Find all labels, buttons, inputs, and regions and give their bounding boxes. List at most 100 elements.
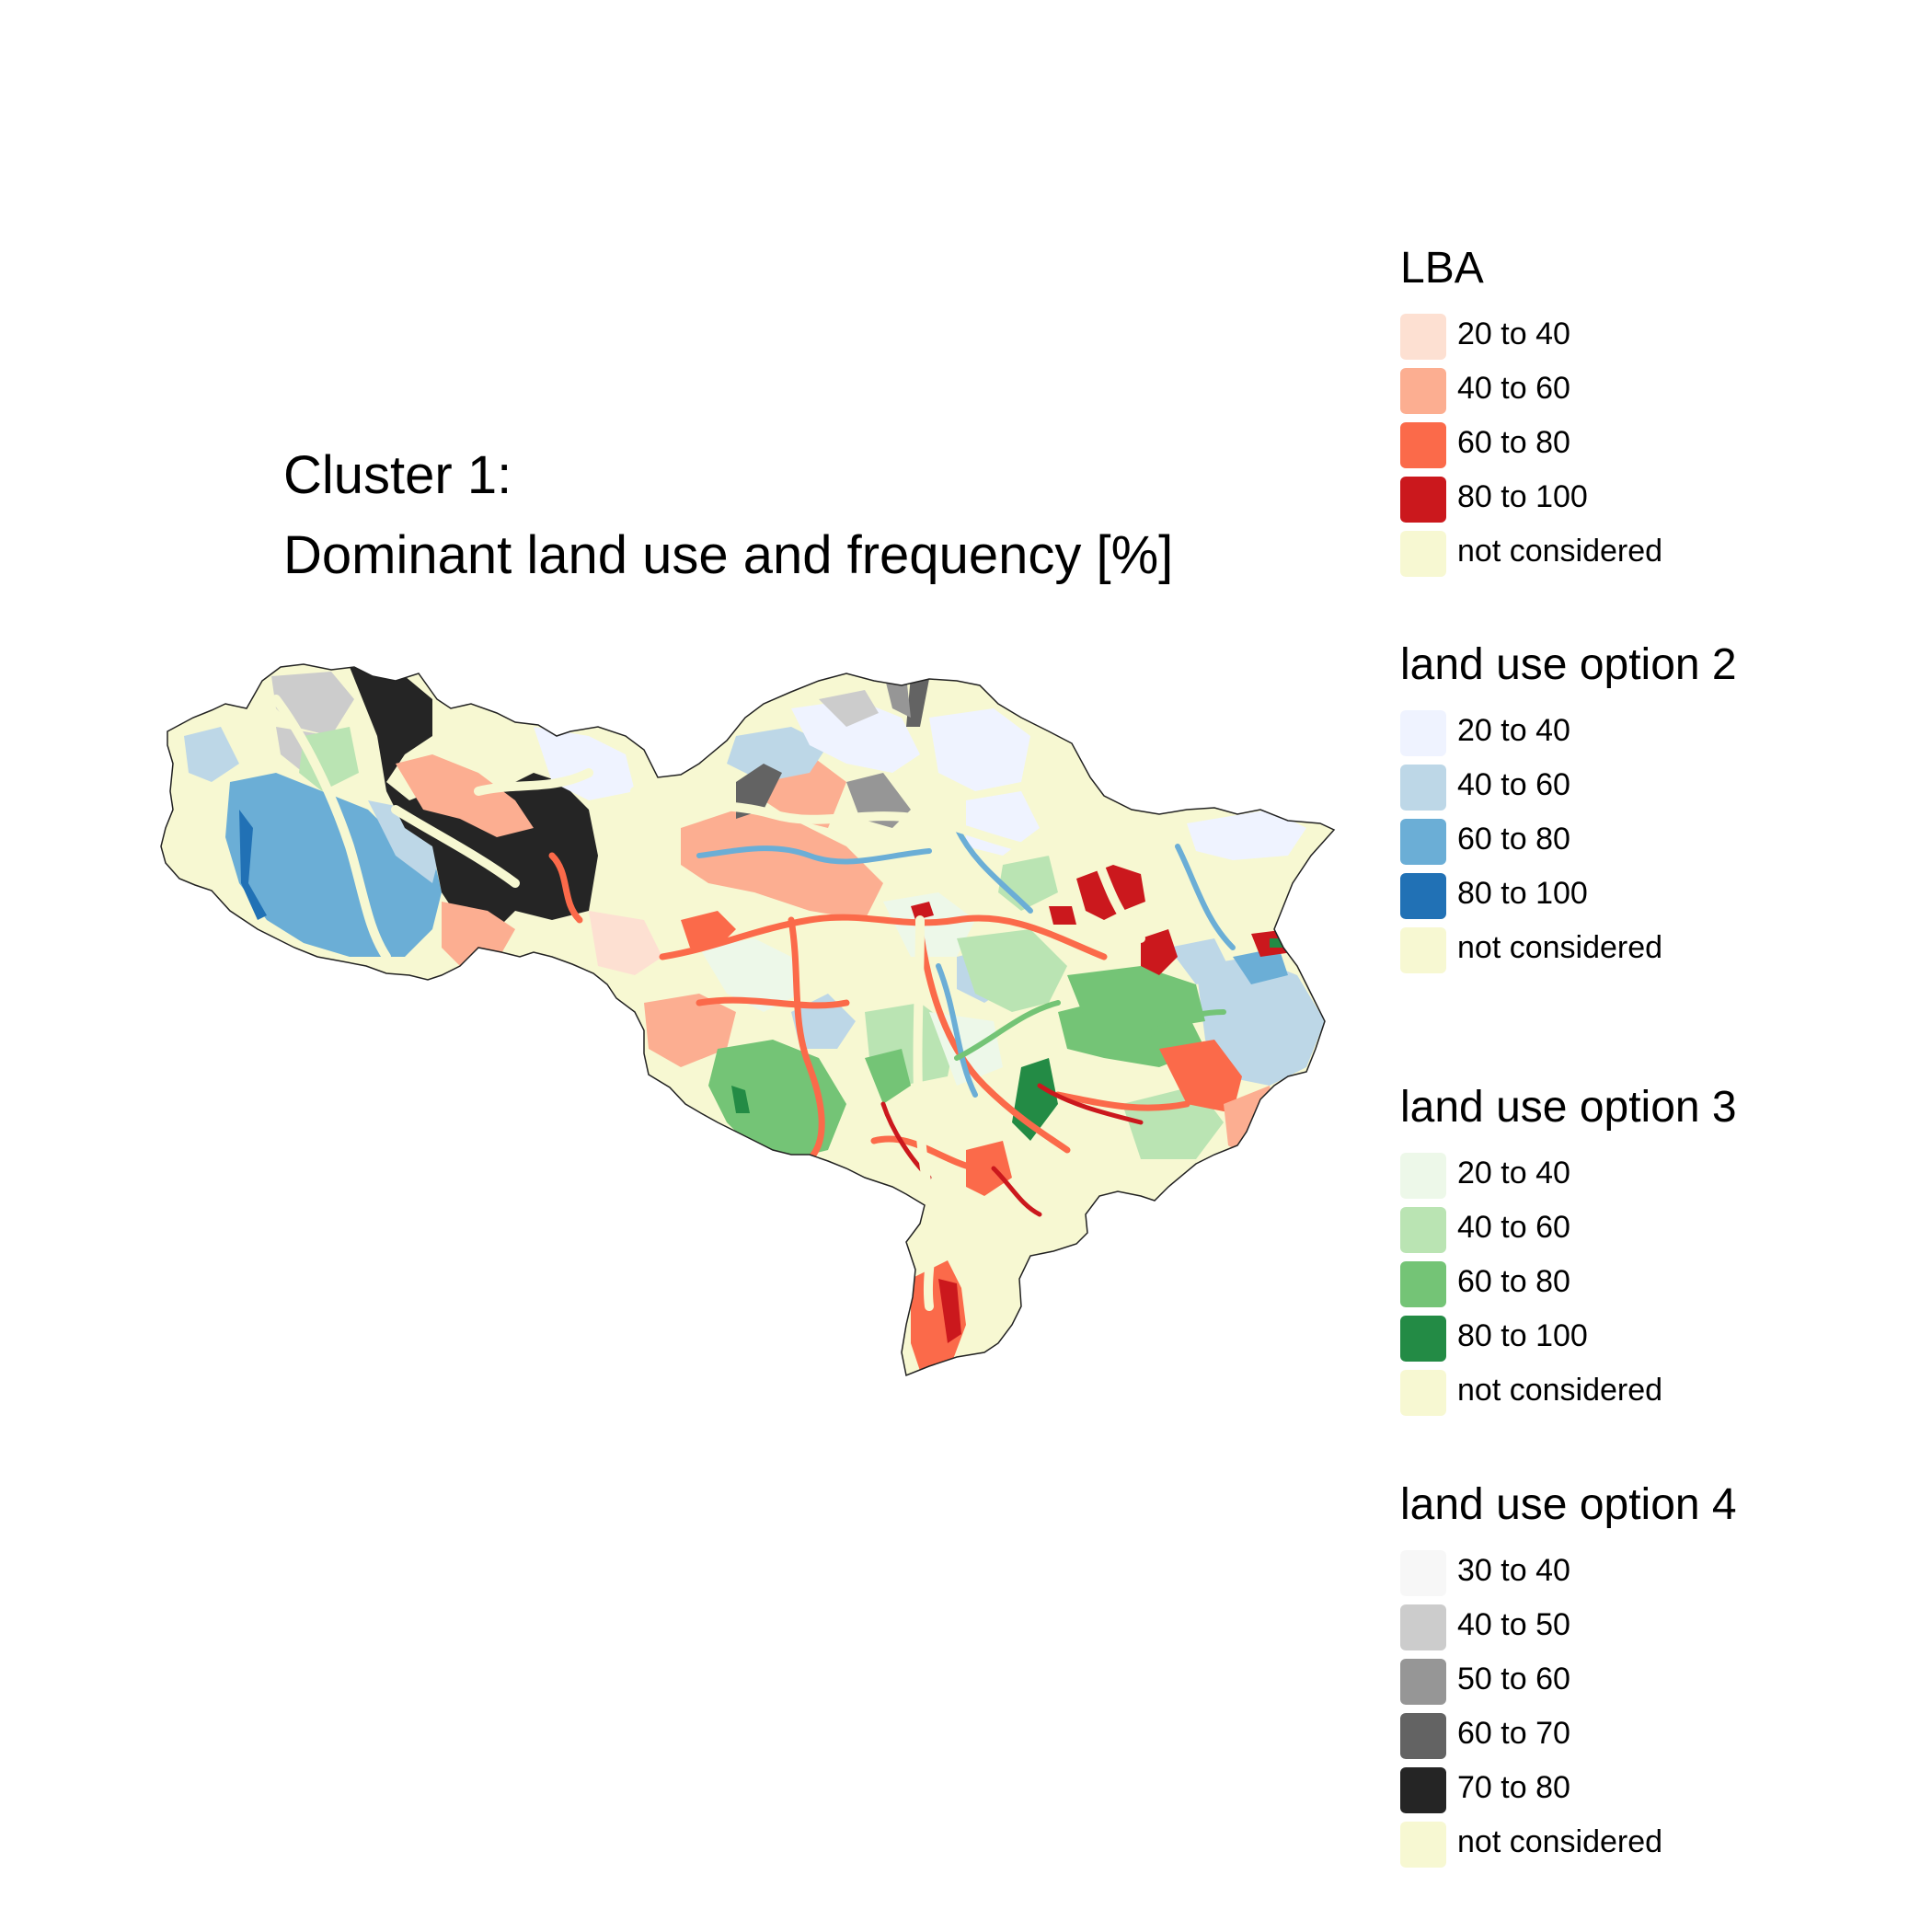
catchment-boundary bbox=[160, 663, 1336, 1377]
legend-swatch bbox=[1400, 765, 1446, 811]
legend-item: not considered bbox=[1400, 925, 1915, 979]
legend-item: not considered bbox=[1400, 1367, 1915, 1421]
legend-item: 40 to 60 bbox=[1400, 1204, 1915, 1259]
legend-title: land use option 3 bbox=[1400, 1083, 1737, 1132]
legend-item: 20 to 40 bbox=[1400, 311, 1915, 365]
legend-option-3: land use option 3 20 to 40 40 to 60 60 t… bbox=[1400, 1086, 1915, 1421]
map-title-line-1: Cluster 1: bbox=[283, 445, 512, 505]
patch-option3-40-60-west bbox=[299, 727, 359, 791]
land-use-map bbox=[160, 663, 1336, 1377]
legend-swatch bbox=[1400, 1153, 1446, 1199]
legend-title: land use option 4 bbox=[1400, 1480, 1737, 1529]
legend-label: 50 to 60 bbox=[1457, 1662, 1570, 1696]
patch-option3-40-60-central bbox=[957, 929, 1067, 1012]
patch-lba-40-60-south-west bbox=[644, 994, 736, 1067]
legend-swatch bbox=[1400, 1261, 1446, 1307]
legend-item: 20 to 40 bbox=[1400, 707, 1915, 762]
patch-option4-40-50-central bbox=[819, 690, 879, 727]
map-title-line-2: Dominant land use and frequency [%] bbox=[283, 525, 1174, 585]
patch-lba-80-100-east3 bbox=[1141, 929, 1178, 975]
legend-label: 30 to 40 bbox=[1457, 1553, 1570, 1588]
legend-label: not considered bbox=[1457, 1824, 1663, 1859]
legend-label: 60 to 70 bbox=[1457, 1716, 1570, 1751]
stream-network-blue bbox=[696, 825, 1236, 1098]
legend-item: 20 to 40 bbox=[1400, 1150, 1915, 1204]
legend-swatch bbox=[1400, 710, 1446, 756]
stream-network-green bbox=[954, 1000, 1226, 1061]
legend-swatch bbox=[1400, 368, 1446, 414]
patch-option2-60-80-east bbox=[1233, 948, 1288, 984]
legend-swatch bbox=[1400, 531, 1446, 577]
legend-label: 40 to 50 bbox=[1457, 1607, 1570, 1642]
patch-option3-60-80-south3 bbox=[865, 1049, 911, 1104]
legend-item: 40 to 60 bbox=[1400, 762, 1915, 816]
patch-lba-80-100-east2 bbox=[1049, 906, 1076, 925]
legend-swatch bbox=[1400, 927, 1446, 973]
legend-swatch bbox=[1400, 1316, 1446, 1362]
patch-option2-60-80-west bbox=[225, 773, 442, 957]
legend-item: 60 to 70 bbox=[1400, 1710, 1915, 1765]
legend-option-4: land use option 4 30 to 40 40 to 50 50 t… bbox=[1400, 1483, 1915, 1873]
patch-lba-60-80-south-central bbox=[966, 1141, 1012, 1196]
legend-label: 40 to 60 bbox=[1457, 371, 1570, 406]
patch-option2-80-100-west bbox=[239, 810, 267, 920]
patch-lba-60-80-central bbox=[681, 911, 736, 948]
legend-label: 80 to 100 bbox=[1457, 479, 1588, 514]
legend-item: 60 to 80 bbox=[1400, 420, 1915, 474]
patch-option2-20-40-east-north bbox=[929, 708, 1030, 791]
legend-label: not considered bbox=[1457, 534, 1663, 569]
legend-label: 70 to 80 bbox=[1457, 1770, 1570, 1805]
legend-item: 50 to 60 bbox=[1400, 1656, 1915, 1710]
patch-option4-60-70-central2 bbox=[906, 676, 929, 727]
legend-swatch bbox=[1400, 422, 1446, 468]
legend-swatch bbox=[1400, 477, 1446, 523]
patch-lba-40-60-west bbox=[396, 754, 534, 837]
legend-swatch bbox=[1400, 1550, 1446, 1596]
patch-option2-40-60-east2 bbox=[1168, 938, 1233, 984]
legend-label: 20 to 40 bbox=[1457, 1156, 1570, 1190]
legend-label: 80 to 100 bbox=[1457, 1318, 1588, 1353]
stream-network-red bbox=[548, 852, 1190, 1172]
patch-lba-20-40-west bbox=[589, 911, 662, 975]
legend-option-2: land use option 2 20 to 40 40 to 60 60 t… bbox=[1400, 643, 1915, 979]
patch-option3-80-100-south2 bbox=[731, 1086, 750, 1113]
patch-option2-40-60-west bbox=[368, 800, 442, 883]
patch-option2-20-40-central bbox=[791, 699, 920, 773]
legend-item: 60 to 80 bbox=[1400, 1259, 1915, 1313]
patch-option3-20-40-central bbox=[699, 938, 800, 1012]
legend-item: 60 to 80 bbox=[1400, 816, 1915, 870]
legend-item: 70 to 80 bbox=[1400, 1765, 1915, 1819]
legend-label: 60 to 80 bbox=[1457, 1264, 1570, 1299]
patch-option2-40-60-west2 bbox=[184, 727, 239, 782]
patch-option2-20-40-east bbox=[1187, 810, 1306, 860]
patch-option3-60-80-east bbox=[1067, 966, 1205, 1030]
patch-option2-40-60-east bbox=[1196, 957, 1325, 1086]
legend-label: not considered bbox=[1457, 930, 1663, 965]
legend-swatch bbox=[1400, 1767, 1446, 1813]
legend-title: LBA bbox=[1400, 244, 1484, 293]
legend-label: 20 to 40 bbox=[1457, 316, 1570, 351]
legend-swatch bbox=[1400, 1659, 1446, 1705]
legend-item: 40 to 50 bbox=[1400, 1602, 1915, 1656]
legend-item: 40 to 60 bbox=[1400, 365, 1915, 420]
legend-swatch bbox=[1400, 1370, 1446, 1416]
patch-lba-80-100-central bbox=[911, 902, 934, 920]
legend-swatch bbox=[1400, 873, 1446, 919]
legend-swatch bbox=[1400, 1604, 1446, 1650]
legend-item: not considered bbox=[1400, 528, 1915, 582]
legend-swatch bbox=[1400, 1713, 1446, 1759]
patch-lba-60-80-east bbox=[1159, 1040, 1242, 1113]
patch-lba-40-60-west2 bbox=[442, 902, 515, 966]
legend-swatch bbox=[1400, 1822, 1446, 1868]
patch-lba-40-60-central bbox=[681, 810, 883, 920]
legend-label: 40 to 60 bbox=[1457, 767, 1570, 802]
legend-label: 40 to 60 bbox=[1457, 1210, 1570, 1245]
legend-swatch bbox=[1400, 819, 1446, 865]
legend-lba: LBA 20 to 40 40 to 60 60 to 80 80 to 100… bbox=[1400, 247, 1915, 582]
legend-item: 80 to 100 bbox=[1400, 870, 1915, 925]
legend-item: 80 to 100 bbox=[1400, 474, 1915, 528]
legend-label: 60 to 80 bbox=[1457, 425, 1570, 460]
legend-label: not considered bbox=[1457, 1373, 1663, 1408]
legend-label: 20 to 40 bbox=[1457, 713, 1570, 748]
legend-item: 30 to 40 bbox=[1400, 1547, 1915, 1602]
